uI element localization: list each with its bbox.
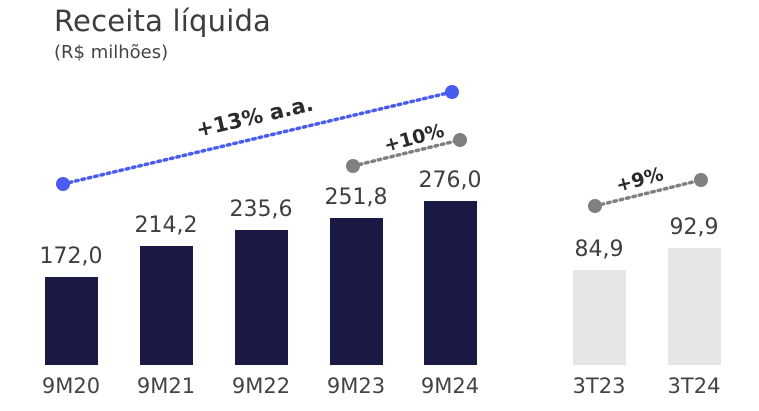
- cagr-label: +13% a.a.: [194, 92, 316, 142]
- value-label-3t23: 84,9: [574, 237, 624, 262]
- bar-9m20: [45, 277, 98, 365]
- bar-3t23: [573, 270, 626, 365]
- chart-subtitle: (R$ milhões): [54, 42, 169, 63]
- yoy-9m-annotation: +10%: [346, 120, 467, 173]
- value-label-9m24: 276,0: [418, 168, 482, 193]
- yoy-3t-annotation: +9%: [588, 163, 708, 213]
- yoy-9m-label: +10%: [382, 120, 447, 157]
- bar-9m24: [424, 201, 477, 365]
- bar-9m23: [330, 218, 383, 365]
- chart-title: Receita líquida: [54, 4, 272, 38]
- value-label-3t24: 92,9: [669, 215, 719, 240]
- value-label-9m20: 172,0: [39, 244, 103, 269]
- category-label-3t23: 3T23: [572, 374, 626, 398]
- bar-9m21: [140, 246, 193, 365]
- cagr-end-dot: [445, 85, 459, 99]
- bar-9m22: [235, 230, 288, 365]
- category-label-9m20: 9M20: [41, 374, 101, 398]
- value-label-9m21: 214,2: [134, 213, 198, 238]
- category-label-9m21: 9M21: [136, 374, 196, 398]
- cagr-start-dot: [56, 177, 70, 191]
- category-label-9m22: 9M22: [231, 374, 291, 398]
- value-label-9m23: 251,8: [324, 185, 388, 210]
- category-label-9m23: 9M23: [326, 374, 386, 398]
- bar-3t24: [668, 248, 721, 365]
- value-label-9m22: 235,6: [229, 197, 293, 222]
- category-label-3t24: 3T24: [667, 374, 721, 398]
- category-label-9m24: 9M24: [420, 374, 480, 398]
